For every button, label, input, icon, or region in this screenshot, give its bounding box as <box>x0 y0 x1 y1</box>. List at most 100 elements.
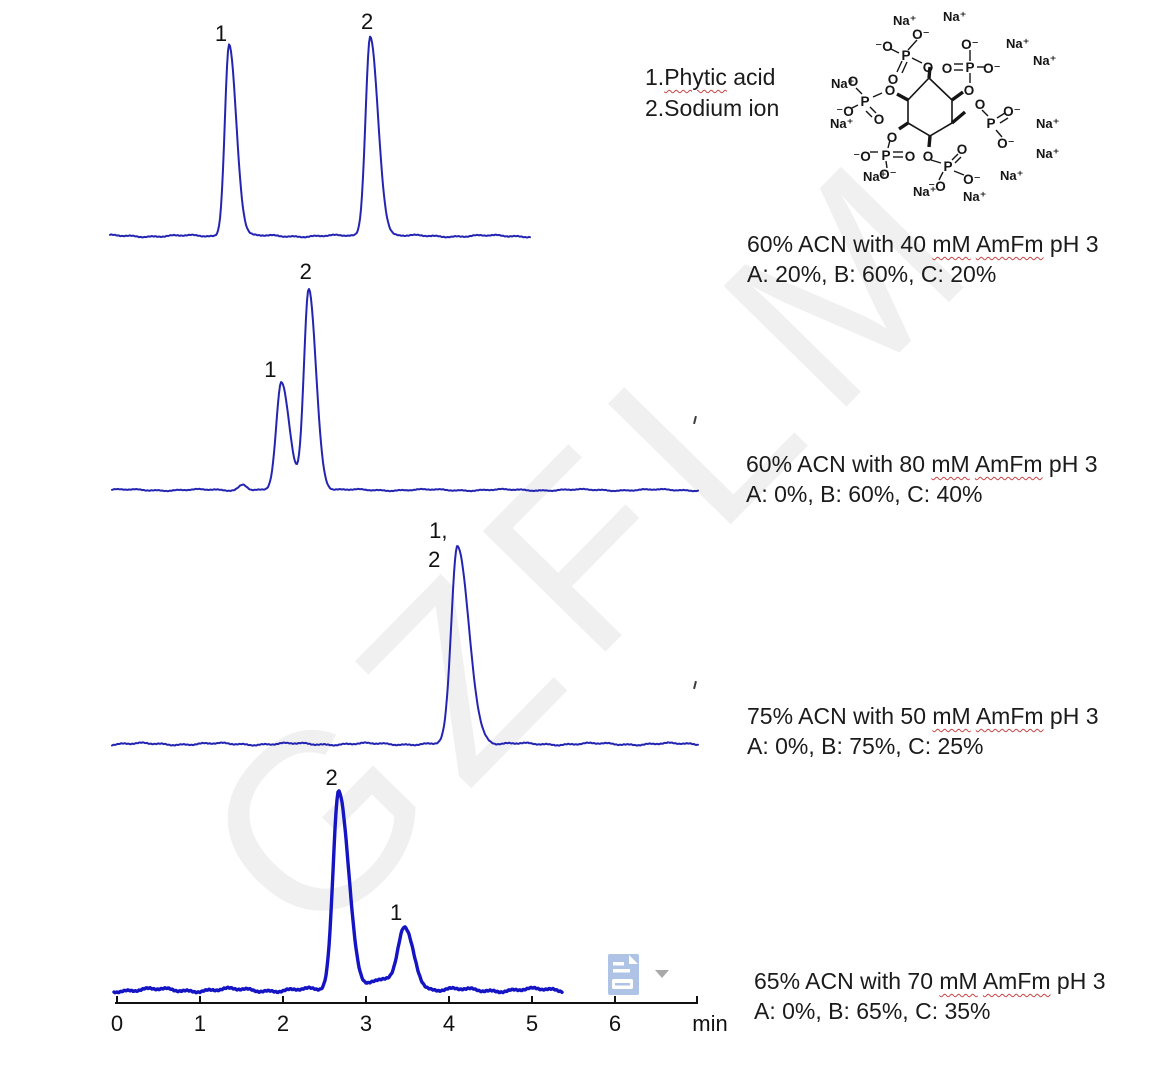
oxygen-atom-label: O <box>887 130 898 145</box>
peak-label: 1 <box>390 900 402 925</box>
oxygen-atom-label: O⁻ <box>912 27 930 42</box>
condition-2-line-1: 60% ACN with 80 mM AmFm pH 3 <box>746 449 1098 479</box>
oxygen-atom-label: O⁻ <box>963 172 981 187</box>
axis-tick-label: 5 <box>526 1011 538 1036</box>
oxygen-atom-label: O <box>905 149 916 164</box>
paste-clipboard-icon <box>608 954 639 995</box>
phosphorus-atom-label: P <box>860 94 869 109</box>
legend-item-1-num: 1. <box>645 64 665 90</box>
axis-tick-label: 0 <box>111 1011 123 1036</box>
condition-4-line-2: A: 0%, B: 65%, C: 35% <box>754 998 991 1024</box>
sodium-ion-label: Na⁺ <box>913 184 936 199</box>
sodium-ion-label: Na⁺ <box>943 9 966 24</box>
peak-label: 2 <box>325 765 337 790</box>
phosphorus-atom-label: P <box>901 48 910 63</box>
sodium-ion-label: Na⁺ <box>1036 146 1059 161</box>
condition-2-text: 60% ACN with 80 <box>746 451 932 477</box>
paste-options-button[interactable] <box>603 951 677 1001</box>
oxygen-atom-label: O <box>885 83 896 98</box>
condition-4-amfm: AmFm <box>982 968 1051 994</box>
oxygen-atom-label: O <box>874 112 885 127</box>
oxygen-atom-label: O <box>975 97 986 112</box>
condition-1-line-1: 60% ACN with 40 mM AmFm pH 3 <box>747 229 1099 259</box>
condition-block-1: 60% ACN with 40 mM AmFm pH 3 A: 20%, B: … <box>747 229 1099 289</box>
sodium-ion-label: Na⁺ <box>831 76 854 91</box>
condition-2-ph: pH 3 <box>1042 451 1098 477</box>
sodium-ion-label: Na⁺ <box>1036 116 1059 131</box>
condition-3-text: 75% ACN with 50 <box>747 703 933 729</box>
condition-block-2: 60% ACN with 80 mM AmFm pH 3 A: 0%, B: 6… <box>746 449 1098 509</box>
axis-tick-label: 3 <box>360 1011 372 1036</box>
inositol-ring <box>907 76 953 137</box>
phosphorus-atom-label: P <box>881 148 890 163</box>
condition-3-mm: mM <box>932 703 971 729</box>
condition-3-line-1: 75% ACN with 50 mM AmFm pH 3 <box>747 701 1099 731</box>
sodium-ion-label: Na⁺ <box>830 116 853 131</box>
trace-panel-4 <box>112 789 564 995</box>
legend-item-1: 1.Phytic acid <box>645 62 779 93</box>
phosphorus-atom-label: P <box>943 159 952 174</box>
peak-label: 1 <box>264 357 276 382</box>
condition-1-ph: pH 3 <box>1043 231 1099 257</box>
peak-label: 2 <box>428 547 440 572</box>
oxygen-atom-label: O <box>942 61 953 76</box>
condition-3-ph: pH 3 <box>1043 703 1099 729</box>
peak-label: 1, <box>429 518 447 543</box>
oxygen-atom-label: O <box>923 149 934 164</box>
condition-4-line-1: 65% ACN with 70 mM AmFm pH 3 <box>754 966 1106 996</box>
sodium-ion-label: Na⁺ <box>893 13 916 28</box>
condition-4-text: 65% ACN with 70 <box>754 968 940 994</box>
sodium-ion-label: Na⁺ <box>1000 168 1023 183</box>
legend-item-1-word: Phytic <box>664 64 727 90</box>
axis-tick-label: 4 <box>443 1011 455 1036</box>
condition-block-4: 65% ACN with 70 mM AmFm pH 3 A: 0%, B: 6… <box>754 966 1106 1026</box>
axis-tick-label: 2 <box>277 1011 289 1036</box>
condition-2-line-2: A: 0%, B: 60%, C: 40% <box>746 481 983 507</box>
axis-tick-label: 1 <box>194 1011 206 1036</box>
dropdown-arrow-icon[interactable] <box>655 970 669 978</box>
condition-1-line-2: A: 20%, B: 60%, C: 20% <box>747 261 997 287</box>
sodium-ion-label: Na⁺ <box>863 169 886 184</box>
condition-3-line-2: A: 0%, B: 75%, C: 25% <box>747 733 984 759</box>
compound-legend: 1.Phytic acid 2.Sodium ion <box>645 62 779 124</box>
oxygen-atom-label: ⁻O <box>853 149 871 164</box>
oxygen-atom-label: O <box>964 83 975 98</box>
trace-panel-2 <box>111 288 699 493</box>
condition-1-text: 60% ACN with 40 <box>747 231 933 257</box>
axis-unit-label: min <box>692 1011 727 1036</box>
legend-item-2: 2.Sodium ion <box>645 95 780 121</box>
oxygen-atom-label: O⁻ <box>983 61 1001 76</box>
oxygen-atom-label: O⁻ <box>879 167 897 182</box>
condition-block-3: 75% ACN with 50 mM AmFm pH 3 A: 0%, B: 7… <box>747 701 1099 761</box>
oxygen-atom-label: ⁻O <box>875 39 893 54</box>
oxygen-atom-label: ⁻O <box>836 104 854 119</box>
condition-4-ph: pH 3 <box>1050 968 1106 994</box>
oxygen-atom-label: O <box>957 142 968 157</box>
sodium-ion-label: Na⁺ <box>1033 53 1056 68</box>
oxygen-atom-label: O⁻ <box>997 136 1015 151</box>
trace-panel-3 <box>111 545 699 747</box>
oxygen-atom-label: ⁻O <box>928 179 946 194</box>
condition-3-amfm: AmFm <box>975 703 1044 729</box>
axis-tick-label: 6 <box>609 1011 621 1036</box>
oxygen-atom-label: O⁻ <box>961 37 979 52</box>
peak-label: 2 <box>361 9 373 34</box>
oxygen-atom-label: O <box>848 74 859 89</box>
peak-label: 1 <box>215 21 227 46</box>
peak-label: 2 <box>300 259 312 284</box>
trace-panel-1 <box>109 35 531 239</box>
sodium-ion-label: Na⁺ <box>963 189 986 204</box>
condition-1-amfm: AmFm <box>975 231 1044 257</box>
legend-item-1-rest: acid <box>726 64 776 90</box>
condition-2-amfm: AmFm <box>974 451 1043 477</box>
condition-1-mm: mM <box>932 231 971 257</box>
phosphorus-atom-label: P <box>986 116 995 131</box>
oxygen-atom-label: O⁻ <box>1003 104 1021 119</box>
sodium-ion-label: Na⁺ <box>1006 36 1029 51</box>
condition-2-mm: mM <box>931 451 970 477</box>
condition-4-mm: mM <box>939 968 978 994</box>
oxygen-atom-label: O <box>923 60 934 75</box>
